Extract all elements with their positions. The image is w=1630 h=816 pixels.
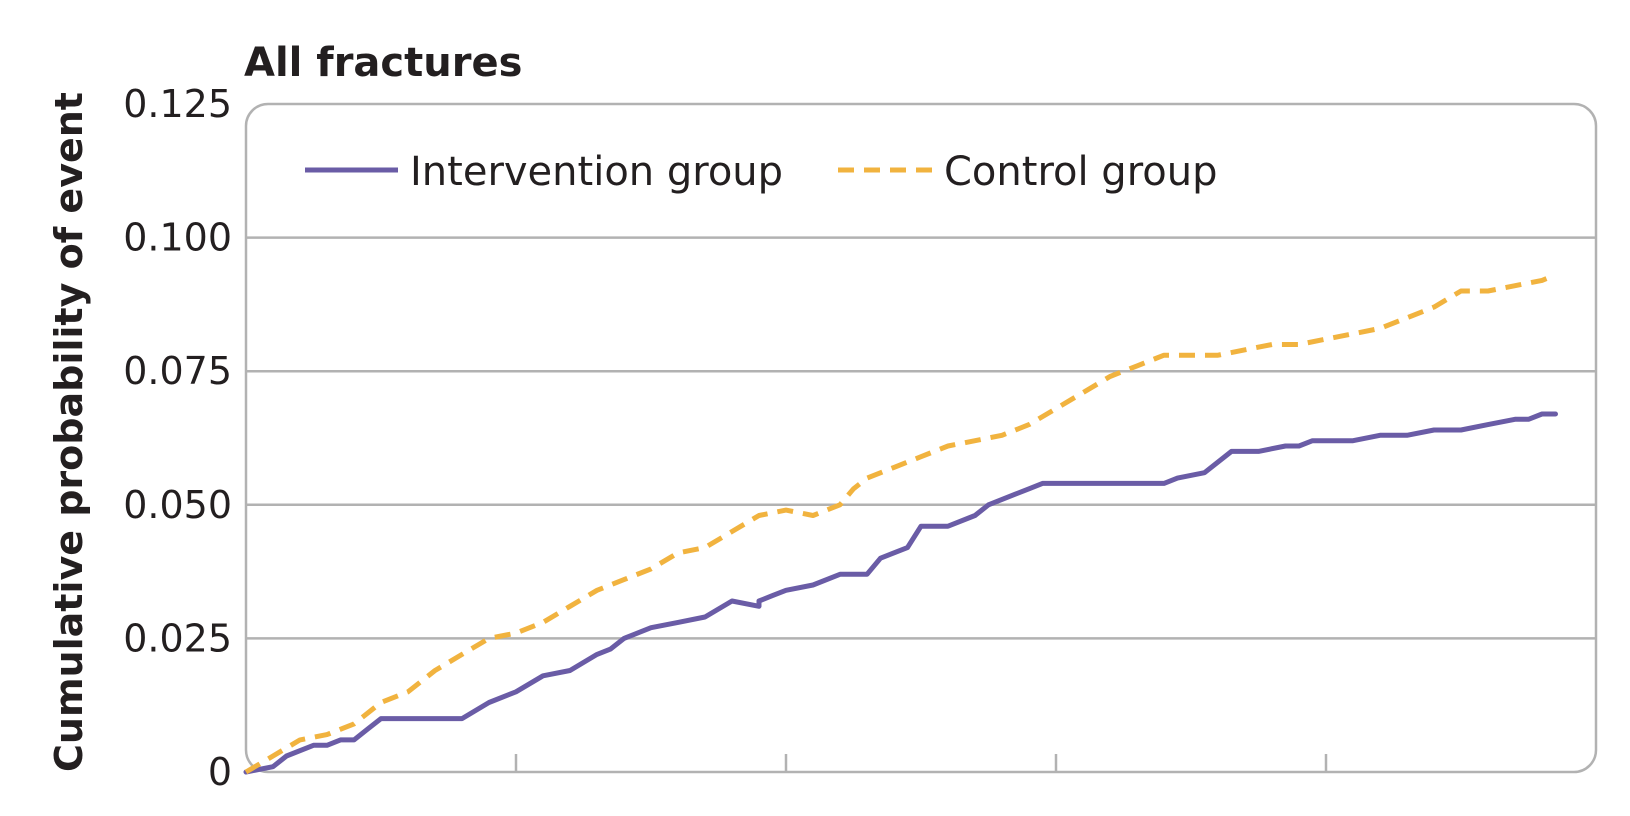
y-axis-label: Cumulative probability of event bbox=[47, 92, 91, 772]
gridlines bbox=[246, 236, 1596, 640]
legend: Intervention group Control group bbox=[305, 149, 1217, 195]
y-tick-label: 0.050 bbox=[123, 483, 232, 527]
plot-frame bbox=[244, 102, 1598, 774]
series-line-control bbox=[244, 272, 1557, 775]
series-lines bbox=[243, 272, 1558, 775]
y-tick-labels: 0 0.025 0.050 0.075 0.100 0.125 bbox=[123, 82, 232, 794]
chart-title: All fractures bbox=[244, 40, 522, 86]
legend-label-control: Control group bbox=[944, 149, 1217, 195]
y-tick-label: 0 bbox=[208, 750, 232, 794]
y-tick-label: 0.075 bbox=[123, 349, 232, 393]
legend-label-intervention: Intervention group bbox=[410, 149, 783, 195]
y-tick-label: 0.100 bbox=[123, 216, 232, 260]
x-tick-marks bbox=[514, 754, 1328, 772]
y-tick-label: 0.125 bbox=[123, 82, 232, 126]
series-line-intervention bbox=[243, 411, 1558, 775]
y-tick-label: 0.025 bbox=[123, 616, 232, 660]
